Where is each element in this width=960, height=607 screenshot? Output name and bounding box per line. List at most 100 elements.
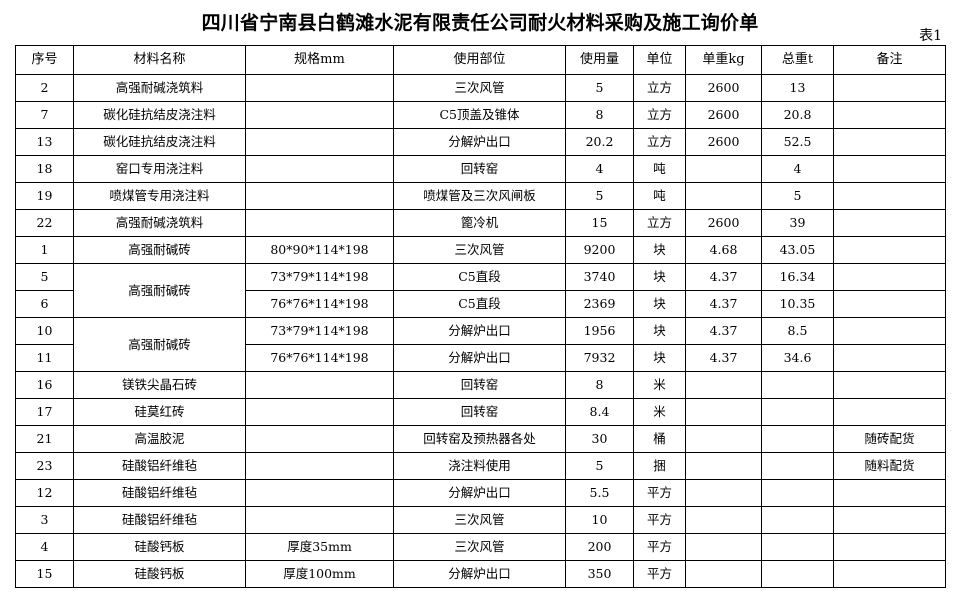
cell-qty: 2369	[565, 290, 634, 318]
cell-qty: 15	[565, 209, 634, 237]
table-row: 21 高温胶泥 回转窑及预热器各处 30 桶 随砖配货	[15, 425, 946, 453]
cell-spec: 73*79*114*198	[245, 317, 394, 345]
cell-total-weight: 34.6	[761, 344, 834, 372]
cell-remark	[833, 263, 946, 291]
cell-name: 硅酸钙板	[73, 560, 246, 588]
cell-remark	[833, 560, 946, 588]
cell-seq: 2	[15, 74, 74, 102]
cell-total-weight	[761, 398, 834, 426]
table-row: 1 高强耐碱砖 80*90*114*198 三次风管 9200 块 4.68 43.05	[15, 236, 946, 264]
cell-part: 回转窑	[393, 398, 566, 426]
column-header-unit-weight: 单重kg	[685, 45, 762, 75]
cell-part: 分解炉出口	[393, 560, 566, 588]
cell-unit: 块	[633, 236, 686, 264]
cell-unit: 米	[633, 371, 686, 399]
cell-seq: 10	[15, 317, 74, 345]
cell-remark	[833, 344, 946, 372]
cell-qty: 7932	[565, 344, 634, 372]
cell-qty: 350	[565, 560, 634, 588]
cell-total-weight: 13	[761, 74, 834, 102]
cell-name: 碳化硅抗结皮浇注料	[73, 128, 246, 156]
cell-spec: 厚度100mm	[245, 560, 394, 588]
cell-unit: 立方	[633, 101, 686, 129]
cell-unit-weight: 4.68	[685, 236, 762, 264]
cell-part: 回转窑	[393, 155, 566, 183]
cell-spec: 73*79*114*198	[245, 263, 394, 291]
cell-spec	[245, 425, 394, 453]
cell-qty: 10	[565, 506, 634, 534]
cell-total-weight	[761, 533, 834, 561]
cell-spec: 76*76*114*198	[245, 344, 394, 372]
column-header-seq: 序号	[15, 45, 74, 75]
table-row: 7 碳化硅抗结皮浇注料 C5顶盖及锥体 8 立方 2600 20.8	[15, 101, 946, 129]
cell-part: C5直段	[393, 263, 566, 291]
cell-total-weight: 10.35	[761, 290, 834, 318]
cell-name: 碳化硅抗结皮浇注料	[73, 101, 246, 129]
inquiry-table-container: 序号 材料名称 规格mm 使用部位 使用量 单位 单重kg 总重t 备注 2 高强…	[15, 45, 946, 588]
cell-unit-weight: 4.37	[685, 344, 762, 372]
cell-unit: 捆	[633, 452, 686, 480]
cell-qty: 8	[565, 101, 634, 129]
cell-part: 喷煤管及三次风闸板	[393, 182, 566, 210]
cell-unit: 块	[633, 344, 686, 372]
cell-qty: 5	[565, 452, 634, 480]
cell-unit: 立方	[633, 74, 686, 102]
cell-name: 硅酸铝纤维毡	[73, 452, 246, 480]
cell-total-weight	[761, 560, 834, 588]
cell-part: 分解炉出口	[393, 317, 566, 345]
cell-seq: 22	[15, 209, 74, 237]
cell-qty: 3740	[565, 263, 634, 291]
cell-unit: 吨	[633, 155, 686, 183]
cell-seq: 16	[15, 371, 74, 399]
cell-name: 镁铁尖晶石砖	[73, 371, 246, 399]
cell-unit: 立方	[633, 209, 686, 237]
cell-unit-weight	[685, 452, 762, 480]
cell-seq: 1	[15, 236, 74, 264]
cell-remark	[833, 506, 946, 534]
column-header-quantity: 使用量	[565, 45, 634, 75]
cell-name: 高温胶泥	[73, 425, 246, 453]
cell-unit-weight: 2600	[685, 74, 762, 102]
cell-remark	[833, 398, 946, 426]
cell-spec	[245, 479, 394, 507]
cell-unit-weight	[685, 479, 762, 507]
cell-unit-weight	[685, 560, 762, 588]
cell-qty: 30	[565, 425, 634, 453]
table-row: 17 硅莫红砖 回转窑 8.4 米	[15, 398, 946, 426]
cell-spec	[245, 182, 394, 210]
table-row: 22 高强耐碱浇筑料 篦冷机 15 立方 2600 39	[15, 209, 946, 237]
cell-remark	[833, 533, 946, 561]
cell-seq: 18	[15, 155, 74, 183]
cell-part: 分解炉出口	[393, 128, 566, 156]
cell-unit-weight	[685, 398, 762, 426]
cell-unit-weight	[685, 506, 762, 534]
table-header-row: 序号 材料名称 规格mm 使用部位 使用量 单位 单重kg 总重t 备注	[15, 45, 946, 75]
cell-remark	[833, 317, 946, 345]
cell-spec	[245, 452, 394, 480]
cell-remark	[833, 155, 946, 183]
table-row: 2 高强耐碱浇筑料 三次风管 5 立方 2600 13	[15, 74, 946, 102]
cell-remark	[833, 236, 946, 264]
cell-seq: 19	[15, 182, 74, 210]
cell-remark	[833, 128, 946, 156]
cell-unit: 平方	[633, 479, 686, 507]
cell-spec: 厚度35mm	[245, 533, 394, 561]
cell-seq: 11	[15, 344, 74, 372]
table-row: 11 76*76*114*198 分解炉出口 7932 块 4.37 34.6	[15, 344, 946, 372]
cell-spec: 80*90*114*198	[245, 236, 394, 264]
cell-name: 高强耐碱浇筑料	[73, 209, 246, 237]
cell-unit: 平方	[633, 506, 686, 534]
cell-spec: 76*76*114*198	[245, 290, 394, 318]
cell-remark	[833, 74, 946, 102]
table-row: 23 硅酸铝纤维毡 浇注料使用 5 捆 随料配货	[15, 452, 946, 480]
cell-name: 窑口专用浇注料	[73, 155, 246, 183]
table-body: 2 高强耐碱浇筑料 三次风管 5 立方 2600 13 7 碳化硅抗结皮浇注料 C5顶盖及锥体 8 立…	[15, 74, 946, 588]
cell-remark	[833, 290, 946, 318]
cell-total-weight	[761, 371, 834, 399]
cell-total-weight: 4	[761, 155, 834, 183]
cell-spec	[245, 128, 394, 156]
cell-part: C5顶盖及锥体	[393, 101, 566, 129]
cell-name: 硅酸钙板	[73, 533, 246, 561]
cell-qty: 5	[565, 182, 634, 210]
cell-unit: 吨	[633, 182, 686, 210]
